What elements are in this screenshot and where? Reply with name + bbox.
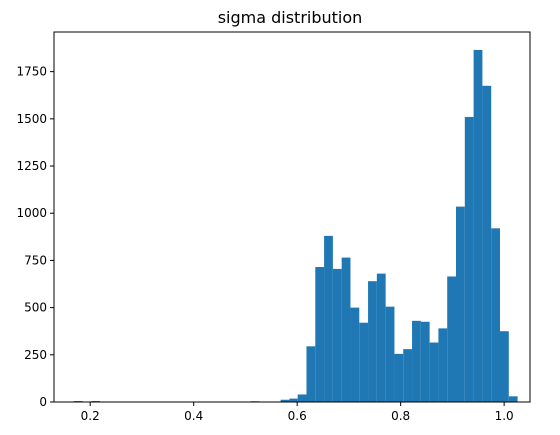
x-tick-label: 0.8 — [391, 409, 410, 423]
histogram-bar — [412, 320, 421, 402]
histogram-bar — [403, 349, 413, 402]
histogram-bar — [491, 228, 500, 402]
histogram-bar — [297, 394, 307, 402]
y-tick-label: 500 — [24, 301, 47, 315]
histogram-bar — [368, 281, 377, 402]
x-tick-label: 0.6 — [288, 409, 307, 423]
histogram-bar — [456, 206, 465, 402]
x-tick-label: 1.0 — [495, 409, 514, 423]
histogram-bar — [280, 399, 290, 402]
histogram-bar — [482, 85, 492, 402]
histogram-bar — [499, 331, 509, 402]
histogram-bar — [289, 398, 298, 402]
y-tick-label: 750 — [24, 253, 47, 267]
histogram-bar — [394, 353, 404, 402]
histogram-bar — [341, 257, 351, 402]
chart-title: sigma distribution — [218, 8, 363, 27]
histogram-bar — [447, 276, 457, 402]
x-tick-label: 0.2 — [81, 409, 100, 423]
histogram-bar — [385, 306, 395, 402]
histogram-bar — [306, 346, 316, 402]
histogram-bar — [473, 49, 483, 402]
y-tick-label: 1250 — [16, 159, 47, 173]
histogram-bar — [429, 342, 439, 402]
histogram-bar — [315, 267, 325, 402]
y-axis: 0 250 500 750 1000 1250 1500 1750 — [16, 65, 54, 409]
histogram-bar — [420, 321, 430, 402]
histogram-bar — [376, 273, 386, 402]
histogram-bar — [359, 322, 369, 402]
y-tick-label: 1000 — [16, 206, 47, 220]
x-axis: 0.2 0.4 0.6 0.8 1.0 — [81, 402, 514, 423]
y-tick-label: 1500 — [16, 112, 47, 126]
plot-frame — [53, 31, 531, 403]
bars-group — [73, 49, 518, 403]
histogram-bar — [508, 396, 518, 402]
histogram-bar — [332, 268, 342, 402]
y-tick-label: 0 — [39, 395, 47, 409]
y-tick-label: 1750 — [16, 65, 47, 79]
x-tick-label: 0.4 — [184, 409, 203, 423]
histogram-bar — [324, 235, 333, 402]
y-tick-label: 250 — [24, 348, 47, 362]
histogram-bar — [464, 116, 474, 403]
histogram-bar — [438, 328, 448, 402]
histogram-bar — [350, 307, 360, 402]
